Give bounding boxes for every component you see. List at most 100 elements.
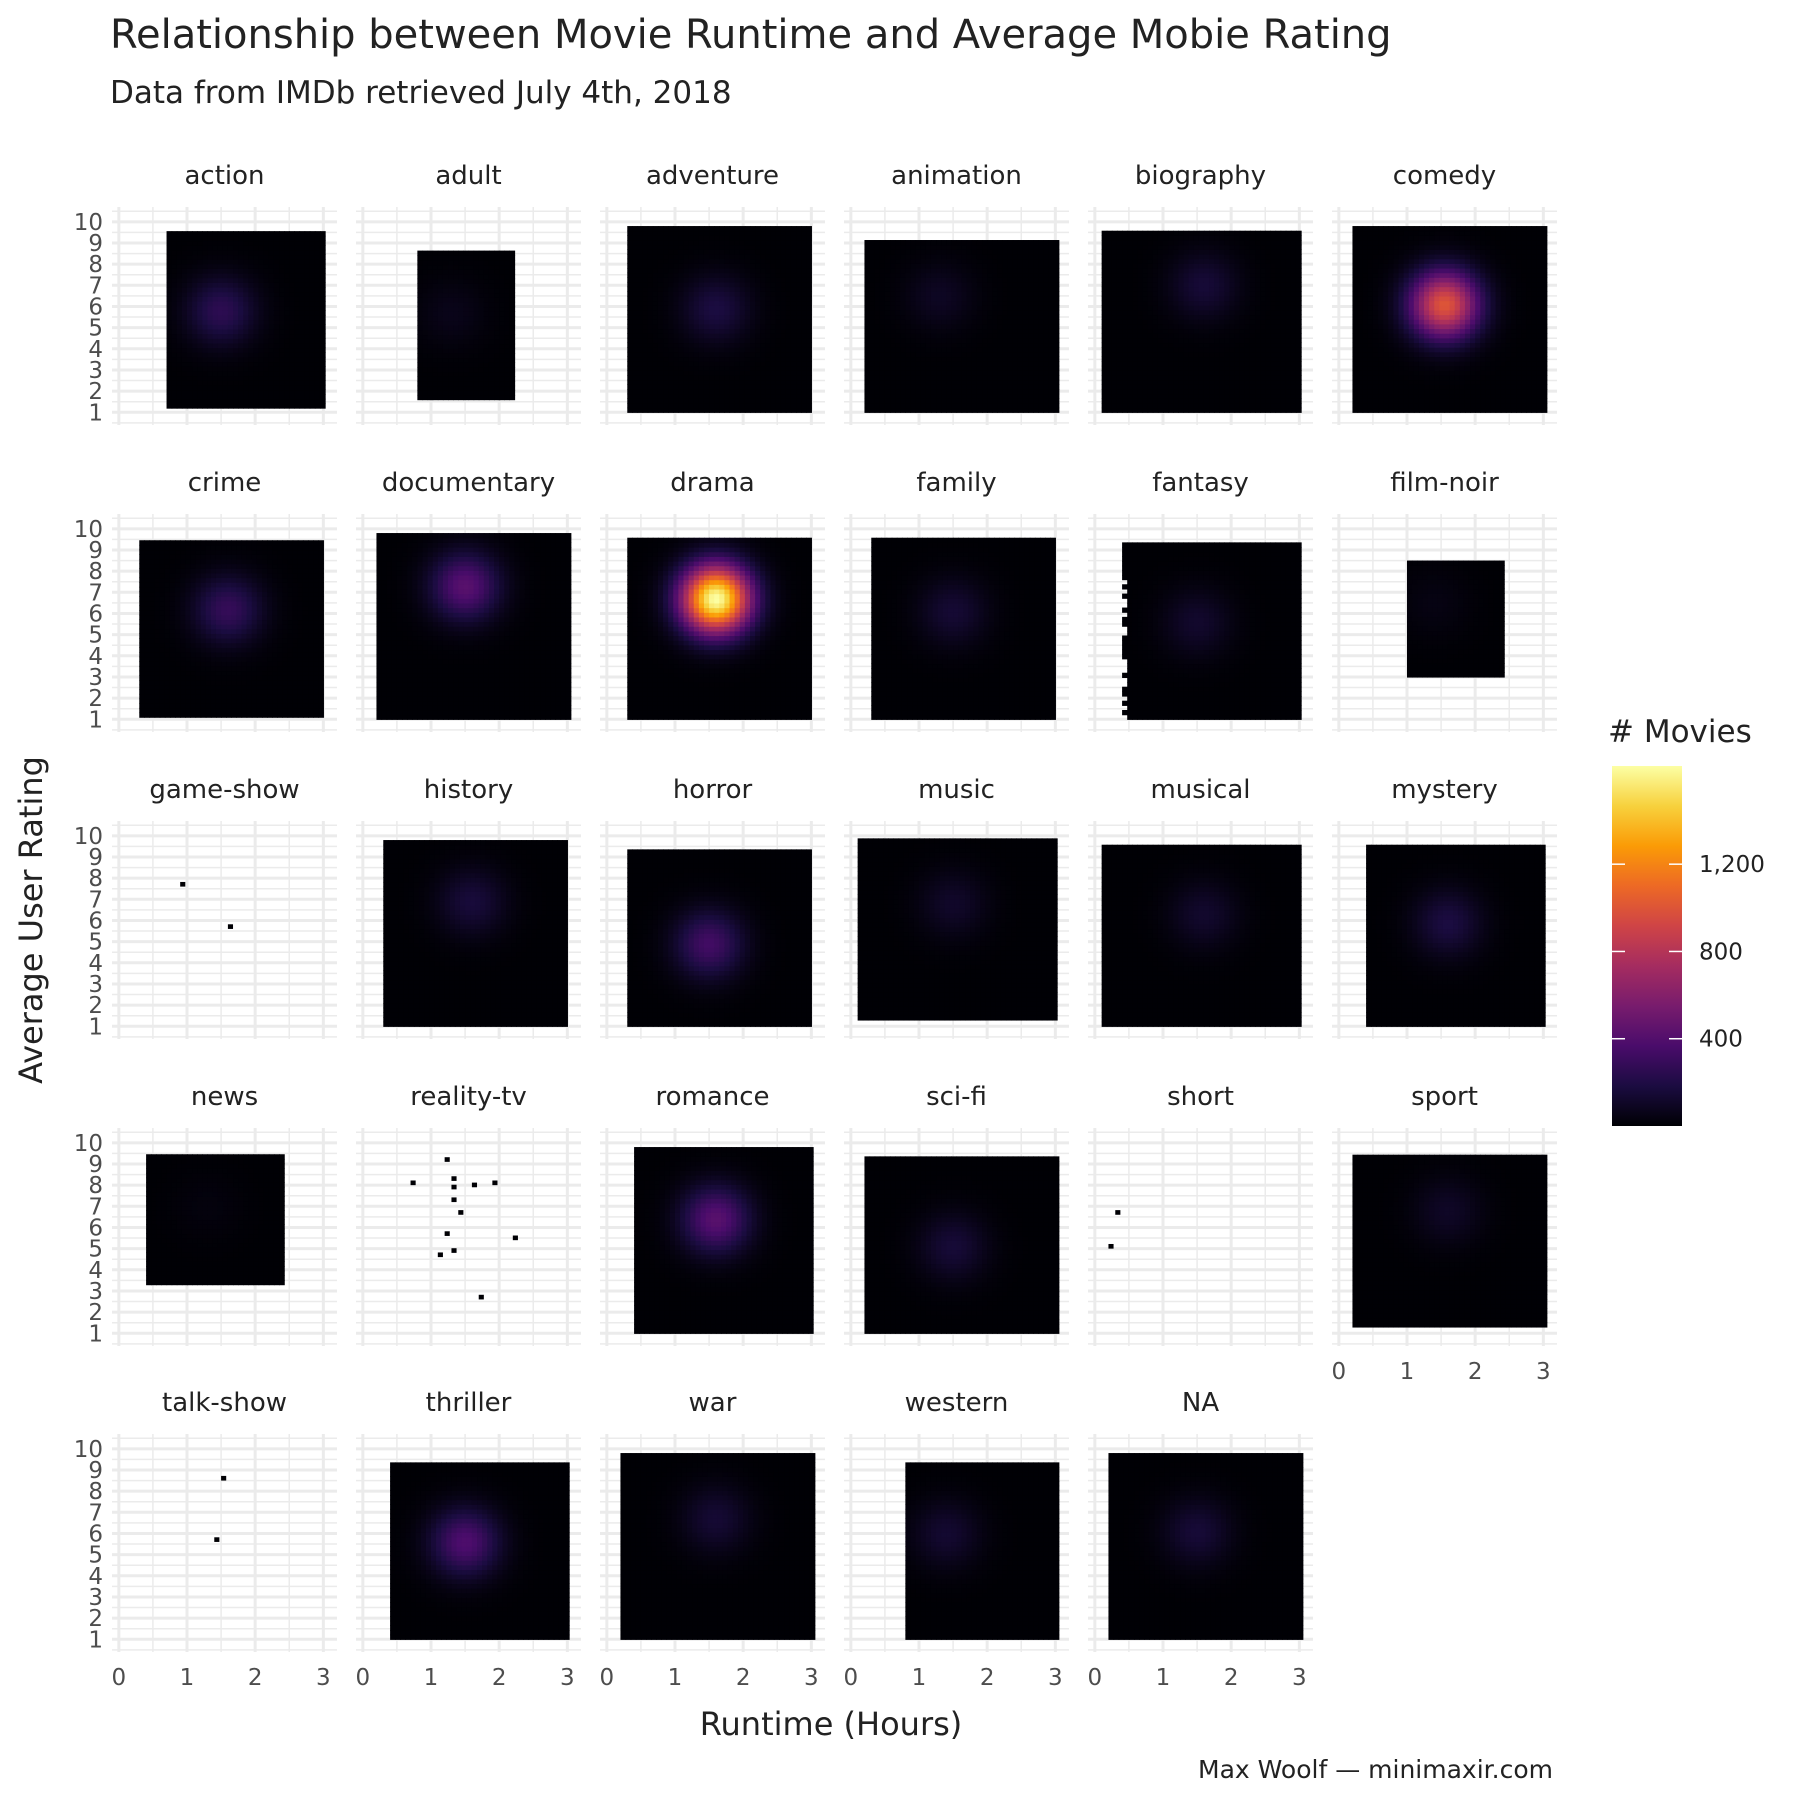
heat-cell [222,403,229,409]
heat-cell [869,272,876,278]
heat-cell [304,254,311,260]
heat-cell [1053,291,1060,297]
heat-cell [946,342,952,348]
heat-cell [765,258,772,264]
heat-cell [284,310,290,316]
heat-cell [1033,356,1039,362]
heat-cell [494,385,500,391]
heat-cell [961,328,968,334]
heat-cell [750,295,756,302]
heat-cell [192,310,198,316]
heat-cell [258,370,265,377]
heat-cell [693,328,700,334]
heat-cell [494,306,500,312]
heat-cell [299,235,306,242]
heat-cell [1028,356,1034,362]
heat-cell [678,370,685,376]
heat-cell [1106,407,1113,413]
heat-cell [171,305,178,311]
heat-cell [448,255,454,261]
heat-cell [703,351,710,358]
heat-cell [448,390,454,396]
heat-cell [785,314,792,320]
heat-cell [207,333,214,339]
heat-cell [192,249,198,256]
heat-cell [1028,300,1034,306]
heat-cell [227,314,234,321]
heat-cell [233,370,239,377]
heat-cell [1122,314,1128,320]
heat-cell [734,305,741,311]
heat-cell [652,375,659,381]
heat-cell [468,376,475,382]
heat-cell [253,324,260,330]
heat-cell [202,361,209,367]
heat-cell [637,253,644,260]
heat-cell [744,323,751,330]
heat-cell [1012,263,1019,269]
heat-cell [304,310,311,316]
heat-cell [910,309,917,316]
heat-cell [739,272,746,278]
heat-cell [499,315,505,322]
heat-cell [314,403,321,409]
heat-cell [1022,281,1029,288]
heat-cell [724,379,731,385]
heat-cell [997,249,1004,255]
heat-cell [941,365,947,371]
heat-cell [1012,407,1019,413]
heat-cell [719,365,726,371]
heat-cell [207,314,214,321]
heat-cell [971,263,978,269]
heat-cell [668,267,674,274]
heat-cell [941,347,947,353]
heat-cell [987,402,993,409]
heat-cell [494,292,500,298]
heat-cell [1033,375,1039,381]
heat-cell [982,267,988,274]
heat-cell [248,277,255,283]
heat-cell [171,319,178,325]
heat-cell [494,334,500,340]
heat-cell [243,398,249,405]
heat-cell [253,259,260,265]
heat-cell [1122,291,1128,297]
heat-cell [678,407,685,413]
heat-cell [884,393,891,399]
heat-cell [874,319,881,325]
heat-cell [890,375,896,381]
heat-cell [279,384,285,391]
heat-cell [478,320,485,326]
heat-cell [192,245,198,251]
heat-cell [227,319,234,325]
heat-cell [187,231,193,237]
heat-cell [683,384,690,390]
heat-cell [632,389,639,395]
heat-cell [202,245,209,251]
heat-cell [417,390,424,396]
heat-cell [1127,402,1133,409]
heat-cell [166,338,173,344]
heat-cell [982,295,988,302]
heat-cell [1132,407,1139,413]
heat-cell [1007,281,1014,288]
heat-cell [627,267,633,274]
heat-cell [248,338,255,344]
heat-cell [956,402,963,409]
heat-cell [289,384,295,391]
heat-cell [222,375,229,381]
heat-cell [463,269,470,275]
heat-cell [166,305,173,311]
heat-cell [202,235,209,242]
heat-cell [1002,272,1009,278]
heat-cell [304,324,311,330]
heat-cell [678,323,685,330]
heat-cell [663,407,669,413]
heat-cell [683,351,690,358]
heat-cell [207,398,214,405]
heat-cell [192,263,198,269]
heat-cell [207,291,214,297]
heat-cell [243,319,249,325]
heat-cell [796,230,802,236]
heat-cell [801,230,807,236]
